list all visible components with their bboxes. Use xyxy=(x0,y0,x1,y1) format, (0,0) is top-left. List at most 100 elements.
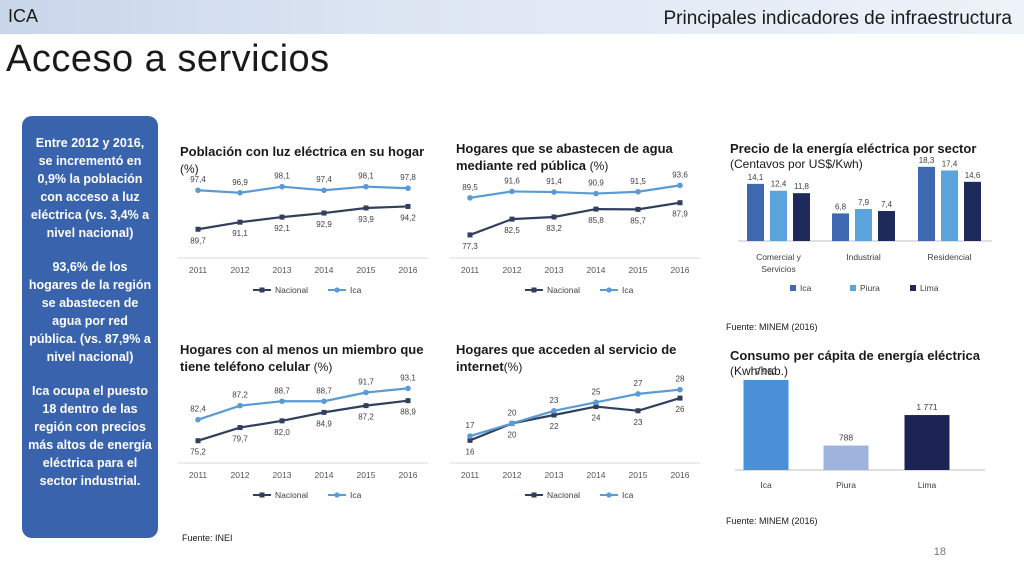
x-tick-label: 2016 xyxy=(671,470,690,480)
category-label: Ica xyxy=(760,480,772,490)
x-tick-label: 2016 xyxy=(399,470,418,480)
data-label: 14,1 xyxy=(748,173,764,182)
source-minem: Fuente: MINEM (2016) xyxy=(726,516,818,526)
data-label: 82,5 xyxy=(504,226,520,235)
data-label: 20 xyxy=(508,408,517,417)
data-point xyxy=(237,425,243,431)
data-label: 88,7 xyxy=(274,386,290,395)
legend-swatch xyxy=(790,285,796,291)
series-line-ica xyxy=(469,184,681,199)
legend-marker xyxy=(531,287,537,293)
series-line-nacional xyxy=(469,397,681,442)
data-label: 82,4 xyxy=(190,405,206,414)
data-point xyxy=(195,438,201,444)
category-label: Residencial xyxy=(928,252,972,262)
series-line-ica xyxy=(197,185,409,194)
data-label: 26 xyxy=(676,405,685,414)
series-line-ica xyxy=(197,387,409,421)
category-label: Lima xyxy=(918,480,937,490)
category-label: Servicios xyxy=(761,264,795,274)
data-label: 23 xyxy=(634,418,643,427)
data-point xyxy=(321,398,327,405)
data-label: 85,8 xyxy=(588,216,604,225)
data-point xyxy=(509,420,515,427)
series-line-nacional xyxy=(197,399,409,442)
x-tick-label: 2011 xyxy=(189,470,208,480)
x-tick-label: 2015 xyxy=(629,470,648,480)
data-label: 94,2 xyxy=(400,213,416,222)
data-label: 97,4 xyxy=(190,175,206,184)
data-label: 91,1 xyxy=(232,229,248,238)
bar-ica xyxy=(832,213,849,241)
data-point xyxy=(509,188,515,195)
legend-marker xyxy=(334,287,340,293)
data-point xyxy=(593,206,599,212)
data-point xyxy=(195,226,201,232)
chart-celular: 2011 2012 2013 2014 2015 2016 75,2 79,7 82,0 84,9… xyxy=(178,373,428,500)
legend-label: Ica xyxy=(800,283,812,293)
chart-agua: 2011 2012 2013 2014 2015 2016 77,3 82,5 83,2 85,8… xyxy=(450,170,700,295)
data-label: 97,8 xyxy=(400,173,416,182)
series-line-nacional xyxy=(197,205,409,231)
page-title: Acceso a servicios xyxy=(6,38,330,80)
x-tick-label: 2014 xyxy=(315,265,334,275)
data-label: 11,8 xyxy=(794,182,810,191)
chart-title-internet: Hogares que acceden al servicio de inter… xyxy=(456,342,677,374)
data-label: 17 xyxy=(466,421,475,430)
bar-ica xyxy=(918,166,935,241)
data-label: 87,9 xyxy=(672,210,688,219)
data-point xyxy=(321,187,327,194)
data-point xyxy=(635,408,641,414)
data-label: 88,7 xyxy=(316,386,332,395)
data-point xyxy=(195,187,201,194)
data-label: 91,7 xyxy=(358,377,374,386)
data-label: 96,9 xyxy=(232,178,248,187)
bar-piura xyxy=(855,208,872,241)
legend-marker xyxy=(259,492,265,498)
chart-consumo: 2 960 Ica 788 Piura 1 771 Lima xyxy=(735,366,985,490)
data-label: 93,6 xyxy=(672,170,688,179)
data-point xyxy=(593,190,599,197)
category-label: Piura xyxy=(836,480,856,490)
data-point xyxy=(279,418,285,424)
data-label: 93,1 xyxy=(400,373,416,382)
chart-title-agua: Hogares que se abastecen de agua mediant… xyxy=(456,141,673,173)
x-tick-label: 2012 xyxy=(231,470,250,480)
data-label: 12,4 xyxy=(771,180,787,189)
data-point xyxy=(593,399,599,406)
data-label: 82,0 xyxy=(274,428,290,437)
data-point xyxy=(635,188,641,195)
legend-marker xyxy=(334,492,340,498)
data-label: 87,2 xyxy=(358,413,374,422)
series-line-ica xyxy=(469,388,681,438)
data-label: 27 xyxy=(634,379,643,388)
data-label: 18,3 xyxy=(919,156,935,165)
legend-label: Ica xyxy=(622,285,634,295)
data-point xyxy=(363,205,369,211)
data-point xyxy=(635,391,641,397)
data-point xyxy=(551,412,557,418)
x-tick-label: 2015 xyxy=(357,470,376,480)
source-inei: Fuente: INEI xyxy=(182,533,233,543)
bar-ica xyxy=(743,380,789,470)
bar-lima xyxy=(904,415,950,470)
x-tick-label: 2012 xyxy=(231,265,250,275)
legend-label: Nacional xyxy=(547,490,580,500)
legend-marker xyxy=(606,492,612,498)
chart-subtitle-consumo: (Kwh/hab.) xyxy=(730,364,789,378)
bar-lima xyxy=(964,181,981,241)
data-label: 93,9 xyxy=(358,215,374,224)
data-point xyxy=(363,389,369,396)
data-label: 25 xyxy=(592,387,601,396)
data-point xyxy=(237,219,243,225)
data-label: 79,7 xyxy=(232,435,248,444)
x-tick-label: 2015 xyxy=(629,265,648,275)
data-point xyxy=(237,402,243,409)
data-label: 88,9 xyxy=(400,408,416,417)
legend-label: Nacional xyxy=(275,285,308,295)
data-label: 84,9 xyxy=(316,419,332,428)
data-label: 89,5 xyxy=(462,183,478,192)
highlights-box: Entre 2012 y 2016, se incrementó en 0,9%… xyxy=(22,116,158,538)
data-label: 97,4 xyxy=(316,175,332,184)
data-point xyxy=(635,206,641,212)
